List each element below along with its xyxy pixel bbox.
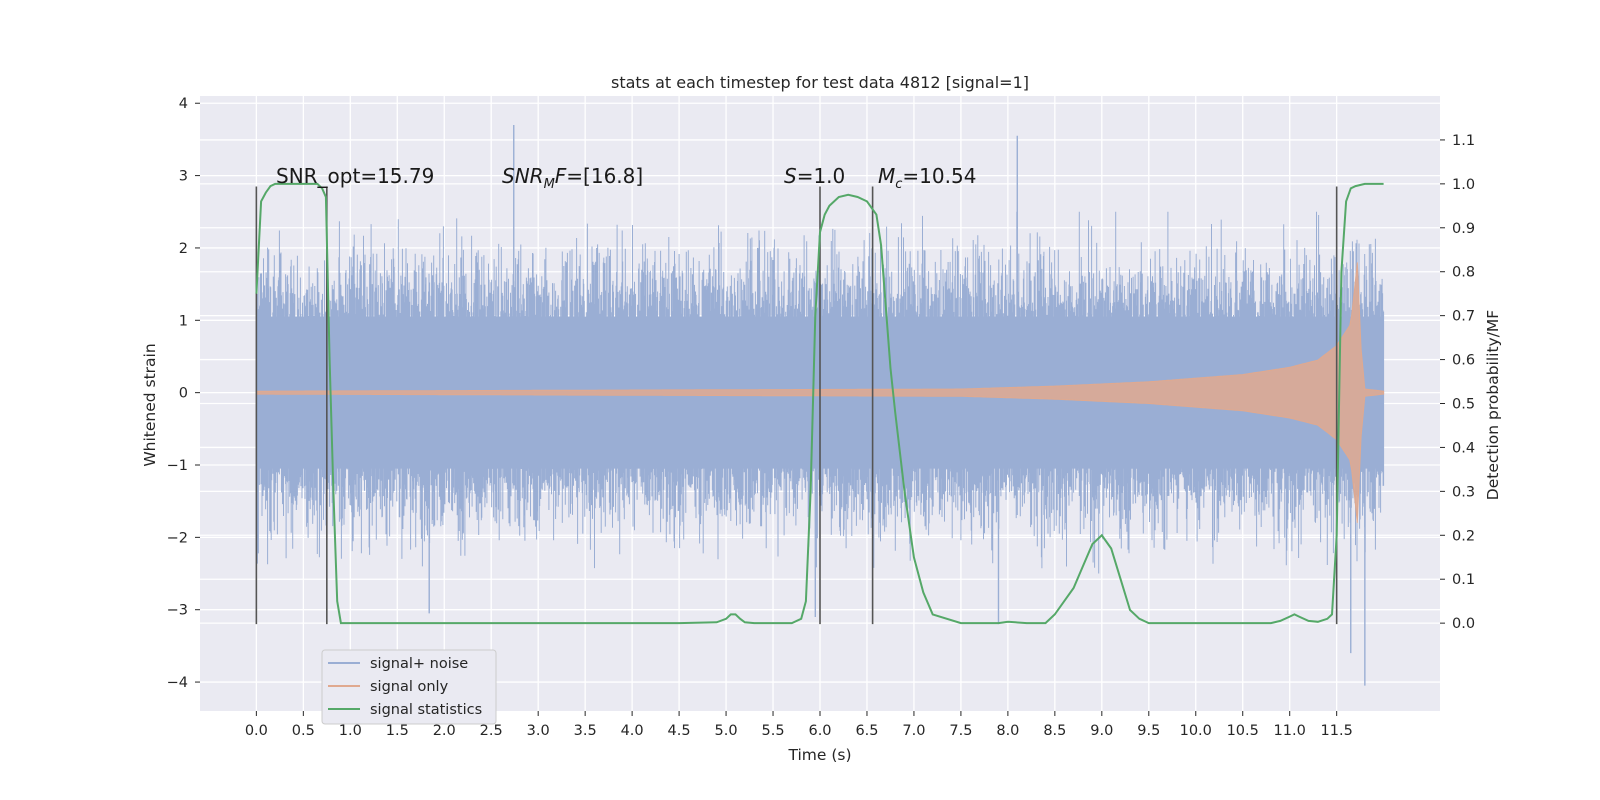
- y-tick-label: 4: [179, 96, 188, 112]
- y2-tick-label: 0.3: [1452, 484, 1475, 500]
- y2-tick-label: 0.6: [1452, 353, 1475, 369]
- y2-axis-label: Detection probability/MF: [1484, 310, 1502, 501]
- y2-tick-label: 0.8: [1452, 265, 1475, 281]
- y-tick-label: 1: [179, 313, 188, 329]
- y2-tick-label: 0.7: [1452, 309, 1475, 325]
- y-axis-label: Whitened strain: [141, 343, 159, 466]
- legend-label-statistics: signal statistics: [370, 702, 482, 718]
- y-tick-label: 2: [179, 241, 188, 257]
- y-tick-label: −4: [167, 675, 188, 691]
- annotation-s: S=1.0: [784, 164, 845, 188]
- y2-tick-label: 1.1: [1452, 133, 1475, 149]
- y2-tick-label: 0.0: [1452, 616, 1475, 632]
- y2-tick-label: 0.2: [1452, 528, 1475, 544]
- y-tick-label: −1: [167, 458, 188, 474]
- x-tick-label: 0.5: [292, 723, 315, 739]
- x-tick-label: 7.5: [949, 723, 972, 739]
- x-tick-label: 8.0: [996, 723, 1019, 739]
- legend-label-signal: signal only: [370, 679, 449, 695]
- x-tick-label: 2.5: [480, 723, 503, 739]
- x-tick-label: 4.0: [621, 723, 644, 739]
- y2-axis-ticks: 1.1 1.0 0.9 0.8 0.7 0.6 0.5 0.4 0.3 0.2 0.1 0.0: [1440, 133, 1475, 632]
- x-tick-label: 2.0: [433, 723, 456, 739]
- vertical-markers: [255, 186, 1338, 625]
- legend-label-noise: signal+ noise: [370, 656, 468, 672]
- x-tick-label: 5.5: [761, 723, 784, 739]
- x-tick-label: 5.0: [715, 723, 738, 739]
- x-tick-label: 9.0: [1090, 723, 1113, 739]
- y-axis-ticks: 4 3 2 1 0 −1 −2 −3 −4: [167, 96, 200, 691]
- x-tick-label: 7.0: [902, 723, 925, 739]
- x-tick-label: 8.5: [1043, 723, 1066, 739]
- annotation-snr-opt: SNR_opt=15.79: [276, 164, 434, 188]
- statistics-series: [255, 182, 1384, 625]
- x-tick-label: 6.0: [808, 723, 831, 739]
- x-tick-label: 11.0: [1274, 723, 1306, 739]
- y2-tick-label: 0.1: [1452, 572, 1475, 588]
- x-tick-label: 6.5: [855, 723, 878, 739]
- legend-box: [321, 649, 497, 725]
- x-axis-label: Time (s): [787, 746, 851, 764]
- x-tick-label: 11.5: [1321, 723, 1353, 739]
- x-tick-label: 0.0: [245, 723, 268, 739]
- y-tick-label: 3: [179, 169, 188, 185]
- y2-tick-label: 0.9: [1452, 221, 1475, 237]
- y2-tick-label: 1.0: [1452, 177, 1475, 193]
- chart-title: stats at each timestep for test data 481…: [611, 73, 1029, 92]
- y-tick-label: −3: [167, 603, 188, 619]
- x-tick-label: 10.0: [1180, 723, 1212, 739]
- annotation-snr-mf: SNRMF=[16.8]: [502, 164, 643, 192]
- y2-tick-label: 0.4: [1452, 440, 1475, 456]
- annotation-mc: Mc=10.54: [878, 164, 976, 192]
- x-axis-ticks: 0.0 0.5 1.0 1.5 2.0 2.5 3.0 3.5 4.0 4.5 5.0 5.5 6.0 6…: [245, 711, 1353, 739]
- legend: signal+ noise signal only signal statist…: [321, 649, 497, 725]
- x-tick-label: 4.5: [668, 723, 691, 739]
- x-tick-label: 3.5: [574, 723, 597, 739]
- x-tick-label: 1.5: [386, 723, 409, 739]
- x-tick-label: 1.0: [339, 723, 362, 739]
- annotations: SNR_opt=15.79 SNRMF=[16.8] S=1.0 Mc=10.5…: [276, 164, 976, 192]
- statistics-line: [255, 182, 1384, 625]
- y-tick-label: 0: [179, 386, 188, 402]
- y2-tick-label: 0.5: [1452, 397, 1475, 413]
- x-tick-label: 10.5: [1227, 723, 1259, 739]
- x-tick-label: 9.5: [1137, 723, 1160, 739]
- y-tick-label: −2: [167, 530, 188, 546]
- x-tick-label: 3.0: [527, 723, 550, 739]
